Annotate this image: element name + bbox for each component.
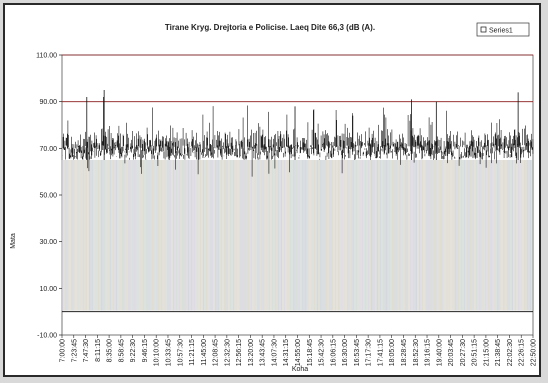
- y-tick-label: 90.00: [39, 99, 57, 106]
- x-tick-label: 8:58:45: [118, 339, 125, 362]
- x-tick-label: 22:50:00: [531, 339, 538, 366]
- y-axis-label: Mata: [10, 233, 17, 249]
- series1-area-shading: [61, 160, 533, 311]
- x-tick-label: 9:46:15: [142, 339, 149, 362]
- x-tick-label: 7:47:30: [83, 339, 90, 362]
- x-tick-label: 21:15:00: [483, 339, 490, 366]
- x-tick-label: 7:23:45: [71, 339, 78, 362]
- x-tick-label: 21:38:45: [495, 339, 502, 366]
- x-tick-label: 10:10:00: [154, 339, 161, 366]
- x-tick-label: 15:42:30: [319, 339, 326, 366]
- y-tick-label: 70.00: [39, 146, 57, 153]
- legend-entry-series1: Series1: [489, 28, 513, 35]
- x-tick-label: 19:40:00: [436, 339, 443, 366]
- y-tick-label: 50.00: [39, 193, 57, 200]
- x-tick-label: 14:31:15: [283, 339, 290, 366]
- x-tick-label: 13:20:00: [248, 339, 255, 366]
- x-tick-label: 16:53:45: [354, 339, 361, 366]
- x-tick-label: 22:26:15: [519, 339, 526, 366]
- x-tick-label: 20:27:30: [460, 339, 467, 366]
- noise-chart: Tirane Kryg. Drejtoria e Policise. Laeq …: [10, 22, 538, 373]
- y-tick-label: 110.00: [36, 53, 57, 60]
- x-tick-label: 18:28:45: [401, 339, 408, 366]
- x-tick-label: 18:05:00: [389, 339, 396, 366]
- x-tick-label: 14:55:00: [295, 339, 302, 366]
- legend-swatch: [480, 26, 487, 33]
- x-axis-label: Koha: [292, 366, 308, 373]
- x-tick-label: 11:45:00: [201, 339, 208, 366]
- x-tick-label: 9:22:30: [130, 339, 137, 362]
- chart-frame: Tirane Kryg. Drejtoria e Policise. Laeq …: [3, 3, 541, 377]
- x-tick-label: 20:03:45: [448, 339, 455, 366]
- x-tick-label: 10:57:30: [177, 339, 184, 366]
- x-tick-label: 19:16:15: [425, 339, 432, 366]
- x-tick-label: 12:32:30: [224, 339, 231, 366]
- chart-title: Tirane Kryg. Drejtoria e Policise. Laeq …: [165, 23, 375, 32]
- x-tick-label: 8:11:15: [95, 339, 102, 362]
- series1-line: [62, 96, 534, 177]
- x-tick-label: 12:56:15: [236, 339, 243, 366]
- x-tick-label: 16:30:00: [342, 339, 349, 366]
- x-tick-label: 18:52:30: [413, 339, 420, 366]
- x-tick-label: 12:08:45: [213, 339, 220, 366]
- x-tick-label: 17:41:15: [377, 339, 384, 366]
- legend: Series1: [476, 22, 530, 37]
- x-tick-label: 17:17:30: [366, 339, 373, 366]
- x-tick-label: 14:07:30: [271, 339, 278, 366]
- y-axis-ticks: 110.00 90.00 70.00 50.00 30.00 10.00 -10.00: [36, 53, 62, 340]
- x-tick-label: 10:33:45: [165, 339, 172, 366]
- y-tick-label: 30.00: [39, 239, 57, 246]
- y-tick-label: 10.00: [39, 286, 57, 293]
- x-tick-label: 7:00:00: [60, 339, 67, 362]
- x-tick-label: 13:43:45: [260, 339, 267, 366]
- x-tick-label: 11:21:15: [189, 339, 196, 366]
- x-tick-label: 15:18:45: [307, 339, 314, 366]
- x-axis-ticks: 7:00:00 7:23:45 7:47:30 8:11:15 8:35:00 8:58:…: [60, 335, 538, 366]
- legend-box: [476, 22, 530, 37]
- plot-area: [61, 54, 534, 336]
- x-tick-label: 16:06:15: [330, 339, 337, 366]
- y-tick-label: -10.00: [37, 333, 57, 340]
- x-tick-label: 20:51:15: [472, 339, 479, 366]
- x-tick-label: 22:02:30: [507, 339, 514, 366]
- x-tick-label: 8:35:00: [107, 339, 114, 362]
